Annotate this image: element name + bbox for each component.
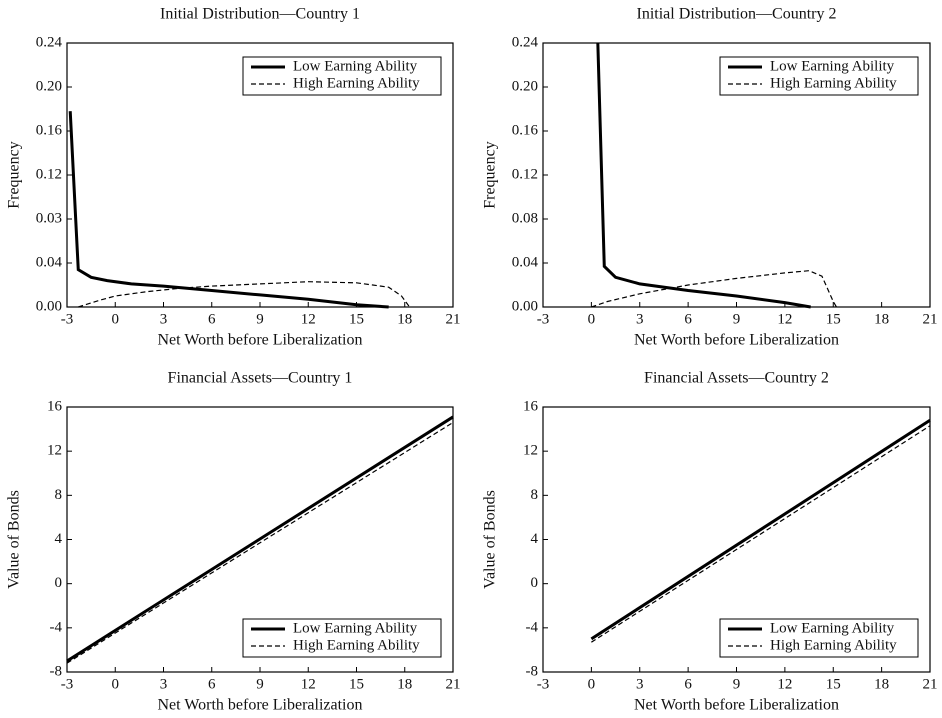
y-tick-label: -4 bbox=[50, 619, 63, 635]
y-tick-label: 0.16 bbox=[36, 122, 63, 138]
x-tick-label: 3 bbox=[160, 311, 168, 327]
x-tick-label: 3 bbox=[636, 676, 644, 692]
y-axis-label: Frequency bbox=[482, 141, 499, 209]
x-axis-label: Net Worth before Liberalization bbox=[158, 697, 363, 714]
y-axis-label: Value of Bonds bbox=[6, 490, 23, 589]
y-tick-label: 0.20 bbox=[512, 78, 538, 94]
x-tick-label: 6 bbox=[684, 676, 692, 692]
y-tick-label: 8 bbox=[55, 487, 63, 503]
legend-box bbox=[719, 618, 919, 658]
y-tick-label: 16 bbox=[47, 398, 63, 414]
y-axis-label: Frequency bbox=[6, 141, 23, 209]
x-tick-label: 9 bbox=[733, 676, 741, 692]
x-tick-label: 6 bbox=[684, 311, 692, 327]
x-tick-label: -3 bbox=[537, 676, 550, 692]
x-tick-label: 0 bbox=[112, 311, 120, 327]
y-tick-label: 0 bbox=[55, 575, 63, 591]
y-tick-label: 0.12 bbox=[36, 166, 62, 182]
x-tick-label: 15 bbox=[826, 311, 841, 327]
series-line bbox=[78, 281, 411, 308]
y-tick-label: 0.08 bbox=[512, 210, 538, 226]
x-tick-label: -3 bbox=[61, 676, 74, 692]
x-tick-label: 0 bbox=[588, 676, 596, 692]
x-tick-label: 12 bbox=[301, 676, 316, 692]
y-tick-label: 0.03 bbox=[36, 210, 62, 226]
x-tick-label: 21 bbox=[446, 676, 461, 692]
series-line bbox=[66, 421, 454, 664]
y-tick-label: 0.24 bbox=[36, 34, 63, 50]
x-axis-label: Net Worth before Liberalization bbox=[634, 697, 839, 714]
legend-label: High Earning Ability bbox=[770, 637, 897, 653]
legend-box bbox=[719, 56, 919, 96]
x-tick-label: 9 bbox=[733, 311, 741, 327]
x-tick-label: 9 bbox=[256, 676, 264, 692]
y-tick-label: 8 bbox=[531, 487, 539, 503]
series-line bbox=[68, 111, 389, 309]
x-tick-label: 15 bbox=[826, 676, 841, 692]
x-axis-label: Net Worth before Liberalization bbox=[634, 332, 839, 349]
y-tick-label: 0 bbox=[531, 575, 539, 591]
y-tick-label: 0.20 bbox=[36, 78, 62, 94]
legend-label: High Earning Ability bbox=[770, 75, 897, 91]
legend-label: High Earning Ability bbox=[293, 637, 420, 653]
y-tick-label: 4 bbox=[55, 531, 63, 547]
x-tick-label: 6 bbox=[208, 676, 216, 692]
y-tick-label: 0.04 bbox=[512, 254, 539, 270]
x-tick-label: -3 bbox=[537, 311, 550, 327]
legend-label: Low Earning Ability bbox=[770, 620, 895, 636]
y-tick-label: 0.00 bbox=[36, 298, 62, 314]
y-tick-label: -4 bbox=[526, 619, 539, 635]
x-tick-label: 0 bbox=[112, 676, 120, 692]
y-tick-label: 12 bbox=[523, 443, 538, 459]
y-tick-label: 0.16 bbox=[512, 122, 539, 138]
y-tick-label: 4 bbox=[531, 531, 539, 547]
y-tick-label: -8 bbox=[526, 663, 539, 679]
x-tick-label: 3 bbox=[160, 676, 168, 692]
x-tick-label: 12 bbox=[777, 311, 792, 327]
legend-label: High Earning Ability bbox=[293, 75, 420, 91]
legend-box bbox=[242, 618, 442, 658]
series-line bbox=[66, 415, 454, 663]
series-line bbox=[590, 418, 931, 641]
legend-label: Low Earning Ability bbox=[293, 620, 418, 636]
y-tick-label: 12 bbox=[47, 443, 62, 459]
x-tick-label: 12 bbox=[777, 676, 792, 692]
x-tick-label: 18 bbox=[397, 676, 412, 692]
y-tick-label: 0.12 bbox=[512, 166, 538, 182]
legend-box bbox=[242, 56, 442, 96]
y-tick-label: 0.24 bbox=[512, 34, 539, 50]
legend-label: Low Earning Ability bbox=[293, 58, 418, 74]
x-tick-label: 9 bbox=[256, 311, 264, 327]
series-line bbox=[591, 425, 931, 643]
x-tick-label: -3 bbox=[61, 311, 74, 327]
x-tick-label: 3 bbox=[636, 311, 644, 327]
y-axis-label: Value of Bonds bbox=[482, 490, 499, 589]
series-line bbox=[591, 270, 837, 308]
x-tick-label: 18 bbox=[874, 676, 889, 692]
chart-title: Initial Distribution—Country 2 bbox=[637, 6, 837, 23]
y-tick-label: 0.00 bbox=[512, 298, 538, 314]
x-tick-label: 21 bbox=[923, 311, 938, 327]
chart-title: Financial Assets—Country 1 bbox=[168, 370, 353, 387]
chart-title: Financial Assets—Country 2 bbox=[644, 370, 829, 387]
x-tick-label: 12 bbox=[301, 311, 316, 327]
x-tick-label: 0 bbox=[588, 311, 596, 327]
legend-label: Low Earning Ability bbox=[770, 58, 895, 74]
y-tick-label: 16 bbox=[523, 398, 539, 414]
x-tick-label: 15 bbox=[349, 311, 364, 327]
chart-title: Initial Distribution—Country 1 bbox=[160, 6, 360, 23]
y-tick-label: -8 bbox=[50, 663, 63, 679]
x-tick-label: 6 bbox=[208, 311, 216, 327]
x-tick-label: 21 bbox=[923, 676, 938, 692]
x-axis-label: Net Worth before Liberalization bbox=[158, 332, 363, 349]
series-line bbox=[596, 42, 811, 309]
x-tick-label: 18 bbox=[874, 311, 889, 327]
x-tick-label: 21 bbox=[446, 311, 461, 327]
y-tick-label: 0.04 bbox=[36, 254, 63, 270]
x-tick-label: 15 bbox=[349, 676, 364, 692]
x-tick-label: 18 bbox=[397, 311, 412, 327]
